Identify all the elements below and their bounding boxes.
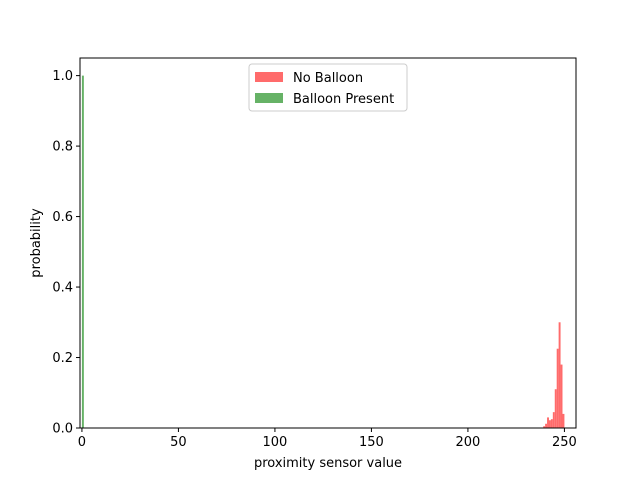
plot-bars — [81, 75, 565, 428]
histogram-bar-s0-9 — [560, 364, 563, 428]
y-axis-ticks: 0.0 0.2 0.4 0.6 0.8 1.0 — [52, 69, 80, 437]
x-tick-label: 0 — [78, 435, 86, 450]
legend-swatch — [255, 72, 283, 82]
x-axis-label: proximity sensor value — [254, 456, 402, 471]
histogram-bar-s0-1 — [545, 423, 548, 428]
legend-box — [248, 63, 408, 112]
y-tick-label: 0.8 — [52, 140, 73, 155]
y-tick-label: 0.6 — [52, 210, 73, 225]
histogram-bar-s0-2 — [547, 417, 549, 428]
x-tick-label: 150 — [359, 435, 384, 450]
histogram-bar-s0-10 — [562, 413, 565, 428]
histogram-bar-s0-7 — [556, 348, 559, 428]
x-tick-label: 250 — [552, 435, 577, 450]
histogram-bar-s0-4 — [550, 419, 553, 428]
y-tick-label: 0.2 — [52, 351, 73, 366]
x-axis-ticks: 0 50 100 150 200 250 — [78, 428, 577, 450]
histogram-bar-s1-0 — [81, 75, 84, 428]
legend: No Balloon Balloon Present — [248, 63, 408, 112]
x-tick-label: 50 — [170, 435, 187, 450]
histogram-bar-s0-0 — [543, 426, 546, 428]
histogram-bar-s0-3 — [548, 420, 551, 428]
legend-swatch — [255, 93, 283, 103]
histogram-bar-s0-8 — [558, 322, 561, 428]
y-tick-label: 0.4 — [52, 281, 73, 296]
legend-label: No Balloon — [293, 71, 363, 86]
y-axis-label: probability — [29, 208, 44, 278]
x-tick-label: 200 — [456, 435, 481, 450]
legend-label: Balloon Present — [293, 92, 394, 107]
histogram-bar-s0-5 — [552, 412, 555, 428]
x-tick-label: 100 — [263, 435, 288, 450]
y-tick-label: 1.0 — [52, 69, 73, 84]
plot-frame — [79, 57, 577, 429]
y-tick-label: 0.0 — [52, 422, 73, 437]
histogram-bar-s0-6 — [554, 389, 557, 428]
